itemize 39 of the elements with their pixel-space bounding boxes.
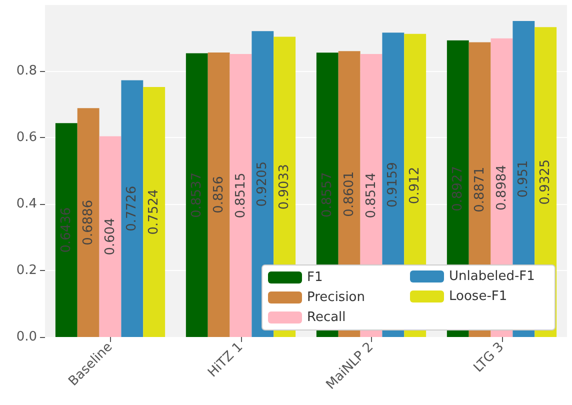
data-label: 0.951: [516, 160, 532, 198]
legend-label: Unlabeled-F1: [449, 269, 535, 284]
data-label: 0.6436: [58, 207, 74, 253]
y-tick-label: 0.2: [16, 263, 37, 278]
data-label: 0.8984: [494, 164, 510, 210]
data-label: 0.9205: [255, 161, 270, 207]
data-label: 0.912: [408, 166, 423, 204]
y-tick-label: 0.0: [16, 330, 37, 344]
data-label: 0.9033: [277, 164, 292, 210]
data-label: 0.8514: [364, 172, 379, 218]
y-tick-label: 0.4: [16, 196, 37, 212]
data-label: 0.856: [211, 176, 226, 214]
data-label: 0.8927: [450, 166, 466, 212]
legend-label: F1: [307, 270, 323, 285]
data-label: 0.604: [102, 218, 118, 256]
data-label: 0.8601: [342, 171, 357, 217]
data-label: 0.8871: [472, 166, 488, 212]
y-tick-label: 0.6: [16, 130, 37, 146]
bar: [230, 54, 252, 337]
data-label: 0.8515: [233, 172, 248, 218]
data-label: 0.9325: [538, 159, 554, 205]
legend-label: Loose-F1: [449, 289, 508, 304]
bar: [99, 136, 122, 337]
legend-label: Precision: [307, 290, 366, 305]
bar: [55, 123, 78, 337]
data-label: 0.8537: [189, 172, 204, 218]
bar: [77, 108, 100, 337]
bar: [208, 52, 230, 337]
x-tick-label: LTG 3: [471, 340, 508, 376]
data-label: 0.6886: [80, 200, 96, 246]
data-label: 0.7726: [124, 186, 140, 232]
data-label: 0.7524: [146, 189, 162, 235]
data-label: 0.9159: [386, 162, 401, 208]
legend-label: Recall: [307, 310, 346, 325]
bar: [186, 53, 208, 337]
y-tick-label: 0.8: [16, 64, 37, 79]
bar: [143, 86, 166, 337]
bar: [121, 80, 144, 337]
data-label: 0.8557: [320, 172, 335, 218]
